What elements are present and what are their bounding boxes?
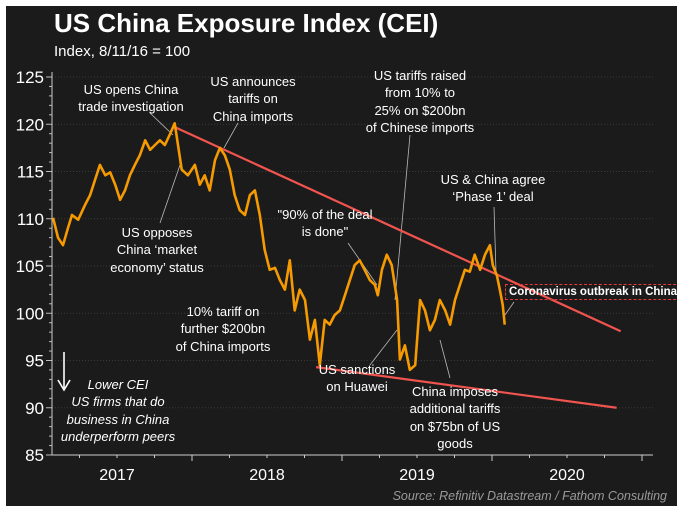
cei-series-line: [51, 122, 506, 372]
trendlines: [174, 126, 622, 409]
axes: 125 120 115 110 105 100 95 90 85 2017 2018 2019 2020: [16, 68, 653, 484]
y-tick-label: 100: [16, 304, 44, 323]
x-tick-label: 2020: [549, 467, 585, 484]
annotation-leader-line: [159, 164, 181, 224]
y-tick-label: 105: [16, 257, 44, 276]
y-tick-label: 120: [16, 115, 44, 134]
annotation-tariffs-announced: US announces tariffs on China imports: [210, 74, 296, 124]
y-tick-label: 85: [25, 446, 44, 465]
x-tick-label: 2017: [99, 467, 135, 484]
annotation-leader-line: [493, 206, 497, 273]
series: [51, 122, 506, 372]
annotation-tariffs-raised: US tariffs raised from 10% to 25% on $20…: [365, 68, 475, 135]
annotation-leader-line: [369, 329, 398, 366]
y-tick-label: 115: [17, 163, 44, 182]
annotation-huawei-sanctions: US sanctions on Huawei: [318, 362, 396, 395]
annotation-trade-investigation: US opens China trade investigation: [78, 82, 184, 115]
annotation-lower-cei: Lower CEI US firms that do business in C…: [60, 377, 176, 444]
y-tick-label: 125: [16, 68, 44, 87]
annotation-market-economy: US opposes China ‘market economy’ status: [110, 225, 204, 275]
down-arrow-icon: [57, 352, 71, 392]
annotation-leader-line: [439, 339, 451, 379]
annotation-10-percent-tariff: 10% tariff on further $200bn of China im…: [175, 304, 271, 354]
annotation-phase-1-deal: US & China agree ‘Phase 1’ deal: [440, 172, 546, 205]
trendline: [315, 366, 617, 409]
gridlines: [52, 76, 653, 409]
chart-title: US China Exposure Index (CEI): [54, 8, 439, 38]
annotation-coronavirus: Coronavirus outbreak in China: [505, 284, 677, 300]
annotation-leader-line: [149, 112, 174, 136]
annotation-leader-line: [223, 122, 239, 149]
annotation-china-tariffs: China imposes additional tariffs on $75b…: [409, 384, 501, 451]
y-tick-label: 90: [25, 399, 44, 418]
chart-panel: [6, 6, 677, 506]
y-tick-label: 110: [17, 210, 44, 229]
annotation-leader-line: [394, 134, 411, 301]
annotation-leader-line: [504, 301, 515, 316]
x-tick-label: 2018: [249, 467, 285, 484]
x-tick-label: 2019: [399, 467, 435, 484]
annotation-90-percent-deal: "90% of the deal is done": [277, 207, 373, 240]
source-note: Source: Refinitiv Datastream / Fathom Co…: [392, 489, 667, 503]
trendline: [174, 126, 622, 333]
y-tick-label: 95: [25, 352, 44, 371]
chart-subtitle: Index, 8/11/16 = 100: [54, 43, 191, 60]
